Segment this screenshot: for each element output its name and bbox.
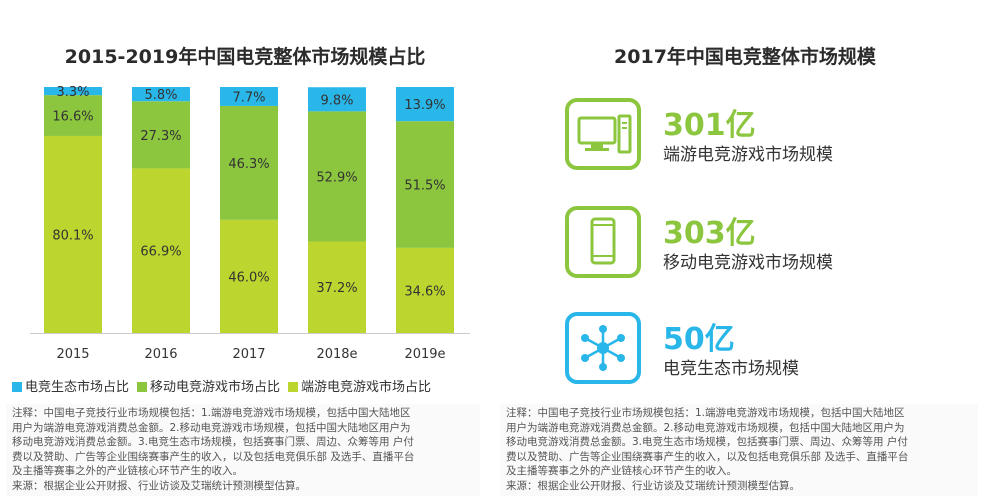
data-label: 51.5% <box>404 179 445 194</box>
bar-segment <box>220 219 278 333</box>
bar-segment <box>44 135 102 333</box>
legend-label: 端游电竞游戏市场占比 <box>301 380 432 395</box>
metric-label: 端游电竞游戏市场规模 <box>663 145 833 165</box>
source-line: 来源：根据企业公开财报、行业访谈及艾瑞统计预测模型估算。 <box>12 479 306 492</box>
metric-label: 移动电竞游戏市场规模 <box>663 253 833 273</box>
metric-pc-esports: 301亿 端游电竞游戏市场规模 <box>565 98 965 178</box>
metric-value: 303亿 <box>663 216 756 251</box>
bar-segment <box>132 168 190 333</box>
stacked-bar-chart: 80.1% 16.6% 3.3% 2015 66.9% 27.3% 5.8% 2016 46.0… <box>30 85 470 362</box>
footnote-line: 及主播等赛事之外的产业链核心环节产生的收入。 <box>506 465 737 477</box>
x-tick-label: 2018e <box>316 347 357 362</box>
footnote-line: 用户为端游电竞游戏消费总金额。2.移动电竞游戏市场规模，包括中国大陆地区用户为 <box>506 421 905 434</box>
mobile-phone-icon <box>565 206 641 278</box>
data-label: 7.7% <box>232 90 265 105</box>
footnote-right: 注释：中国电子竞技行业市场规模包括：1.端游电竞游戏市场规模，包括中国大陆地区 … <box>506 406 976 493</box>
bar-segment <box>220 87 278 106</box>
bar-segment <box>132 87 190 102</box>
metric-value: 301亿 <box>663 108 756 143</box>
data-label: 13.9% <box>404 98 445 113</box>
data-label: 27.3% <box>140 129 181 144</box>
bar-segment <box>44 87 102 96</box>
data-label: 66.9% <box>140 245 181 260</box>
footnote-line: 移动电竞游戏消费总金额。3.电竞生态市场规模，包括赛事门票、周边、众筹等用 户付 <box>12 436 414 448</box>
legend-swatch <box>137 382 148 392</box>
metric-mobile-esports: 303亿 移动电竞游戏市场规模 <box>565 206 965 286</box>
network-hub-icon <box>565 312 641 384</box>
legend-swatch <box>288 382 299 392</box>
data-label: 34.6% <box>404 284 445 299</box>
bar-segment <box>308 111 366 242</box>
legend-swatch <box>12 382 22 392</box>
data-label: 46.0% <box>228 270 269 285</box>
bar-segment <box>308 241 366 333</box>
bar-segment <box>44 95 102 136</box>
x-tick-label: 2016 <box>144 347 177 362</box>
desktop-computer-icon <box>565 98 641 170</box>
chart-title: 2015-2019年中国电竞整体市场规模占比 <box>64 46 426 68</box>
footnote-line: 费以及赞助、广告等企业围绕赛事产生的收入，以及包括电竞俱乐部 及选手、直播平台 <box>506 450 909 463</box>
bar-segment <box>220 105 278 220</box>
footnote-line: 费以及赞助、广告等企业围绕赛事产生的收入，以及包括电竞俱乐部 及选手、直播平台 <box>12 450 415 463</box>
footnote-line: 及主播等赛事之外的产业链核心环节产生的收入。 <box>12 465 243 477</box>
data-label: 5.8% <box>144 88 177 103</box>
legend-label: 电竞生态市场占比 <box>25 380 130 395</box>
note-background-right <box>500 404 978 496</box>
footnote-left: 注释：中国电子竞技行业市场规模包括：1.端游电竞游戏市场规模，包括中国大陆地区 … <box>12 406 477 493</box>
data-label: 9.8% <box>320 93 353 108</box>
x-tick-label: 2015 <box>56 347 89 362</box>
metric-ecosystem: 50亿 电竞生态市场规模 <box>565 312 965 392</box>
data-label: 37.2% <box>316 281 357 296</box>
data-label: 52.9% <box>316 170 357 185</box>
metric-label: 电竞生态市场规模 <box>663 359 799 379</box>
data-label: 80.1% <box>52 228 93 243</box>
legend-item: 端游电竞游戏市场占比 <box>288 376 431 395</box>
footnote-line: 移动电竞游戏消费总金额。3.电竞生态市场规模，包括赛事门票、周边、众筹等用 户付 <box>506 436 908 448</box>
footnote-line: 用户为端游电竞游戏消费总金额。2.移动电竞游戏市场规模，包括中国大陆地区用户为 <box>12 421 411 434</box>
data-label: 46.3% <box>228 157 269 172</box>
bar-segment <box>396 247 454 333</box>
summary-title: 2017年中国电竞整体市场规模 <box>614 46 876 68</box>
legend-item: 电竞生态市场占比 <box>12 376 129 395</box>
bar-segment <box>132 101 190 169</box>
data-label: 16.6% <box>52 110 93 125</box>
summary-panel: 2017年中国电竞整体市场规模 301亿 端游电竞游戏市场规模 303亿 移动电… <box>520 0 984 405</box>
note-background-left <box>6 404 480 496</box>
footnote-line: 注释：中国电子竞技行业市场规模包括：1.端游电竞游戏市场规模，包括中国大陆地区 <box>506 407 905 419</box>
data-label: 3.3% <box>56 85 89 100</box>
stacked-bar-chart-panel: 80.1% 16.6% 3.3% 2015 66.9% 27.3% 5.8% 2016 46.0… <box>0 0 490 405</box>
legend-label: 移动电竞游戏市场占比 <box>150 380 281 395</box>
metric-value: 50亿 <box>663 322 735 357</box>
x-tick-label: 2017 <box>232 347 265 362</box>
bar-segment <box>308 87 366 112</box>
x-tick-label: 2019e <box>404 347 445 362</box>
source-line: 来源：根据企业公开财报、行业访谈及艾瑞统计预测模型估算。 <box>506 479 800 492</box>
bar-segment <box>396 87 454 122</box>
legend-item: 移动电竞游戏市场占比 <box>137 376 280 395</box>
bar-segment <box>396 121 454 248</box>
footnote-line: 注释：中国电子竞技行业市场规模包括：1.端游电竞游戏市场规模，包括中国大陆地区 <box>12 407 411 419</box>
chart-legend: 电竞生态市场占比 移动电竞游戏市场占比 端游电竞游戏市场占比 <box>12 376 439 395</box>
